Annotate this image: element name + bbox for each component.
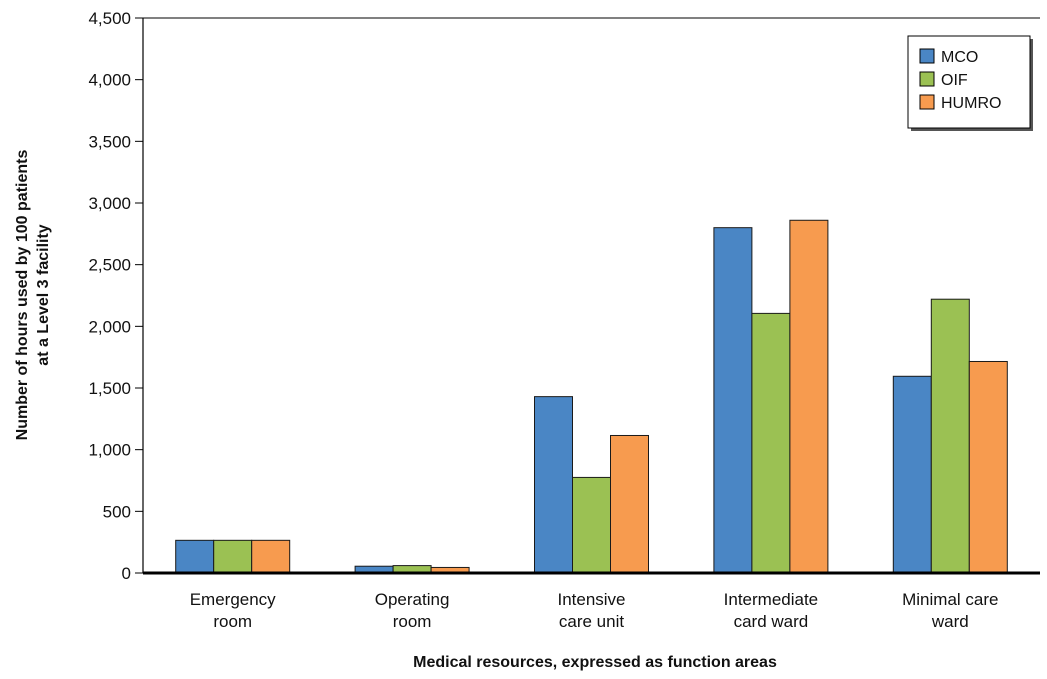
bar-mco-3: [713, 227, 753, 574]
bar-mco-4: [892, 375, 932, 574]
x-category-label-line: ward: [931, 612, 969, 631]
y-tick-label: 4,000: [88, 71, 131, 90]
bar-mco-0: [175, 539, 215, 574]
x-category-label-line: Intensive: [557, 590, 625, 609]
bar-oif-3: [751, 312, 791, 574]
y-tick-label: 4,500: [88, 9, 131, 28]
x-axis-categories: Emergency room Operating room Intensive care …: [190, 590, 999, 631]
y-tick-label: 2,000: [88, 317, 131, 336]
bar-oif-4: [930, 298, 970, 574]
bars: [175, 219, 1008, 574]
y-axis: 0 500 1,000 1,500 2,000 2,500 3,000 3,500 4,000 4…: [88, 9, 143, 583]
bar-humro-3: [789, 219, 829, 574]
y-axis-title-line: at a Level 3 facility: [35, 224, 52, 366]
bar-oif-2: [572, 476, 611, 574]
y-tick-label: 3,500: [88, 132, 131, 151]
x-category-label: Intensive care unit: [557, 590, 625, 631]
y-tick-label: 0: [122, 564, 131, 583]
y-tick-label: 1,500: [88, 379, 131, 398]
x-category-label-line: Minimal care: [902, 590, 998, 609]
legend-swatch-mco: [919, 48, 935, 64]
bar-humro-2: [610, 434, 649, 574]
y-tick-label: 2,500: [88, 256, 131, 275]
bar-humro-4: [968, 360, 1008, 574]
bar-humro-0: [251, 539, 291, 574]
y-axis-title: Number of hours used by 100 patients at a…: [14, 150, 52, 441]
x-category-label-line: Emergency: [190, 590, 276, 609]
y-tick-label: 1,000: [88, 441, 131, 460]
x-category-label: Minimal care ward: [902, 590, 998, 631]
y-axis-title-line: Number of hours used by 100 patients: [14, 150, 31, 441]
y-axis-title-text: Number of hours used by 100 patients at a…: [14, 150, 52, 441]
x-category-label-line: Intermediate: [724, 590, 819, 609]
y-tick-label: 3,000: [88, 194, 131, 213]
legend-swatch-humro: [919, 94, 935, 110]
legend-label-humro: HUMRO: [941, 95, 1001, 112]
legend-swatch-oif: [919, 71, 935, 87]
x-category-label-line: care unit: [559, 612, 624, 631]
legend-label-oif: OIF: [941, 72, 968, 89]
y-tick-label: 500: [103, 502, 131, 521]
bar-mco-2: [534, 396, 573, 574]
x-category-label-line: room: [213, 612, 252, 631]
x-category-label: Operating room: [375, 590, 450, 631]
axes-frame: [142, 17, 1040, 575]
x-category-label-line: room: [393, 612, 432, 631]
x-axis-title: Medical resources, expressed as function…: [413, 654, 777, 671]
x-category-label-line: Operating: [375, 590, 450, 609]
x-category-label: Intermediate card ward: [724, 590, 819, 631]
x-category-label: Emergency room: [190, 590, 276, 631]
bar-oif-0: [213, 539, 253, 574]
x-category-label-line: card ward: [734, 612, 809, 631]
legend: MCO OIF HUMRO: [907, 35, 1033, 131]
legend-label-mco: MCO: [941, 49, 978, 66]
